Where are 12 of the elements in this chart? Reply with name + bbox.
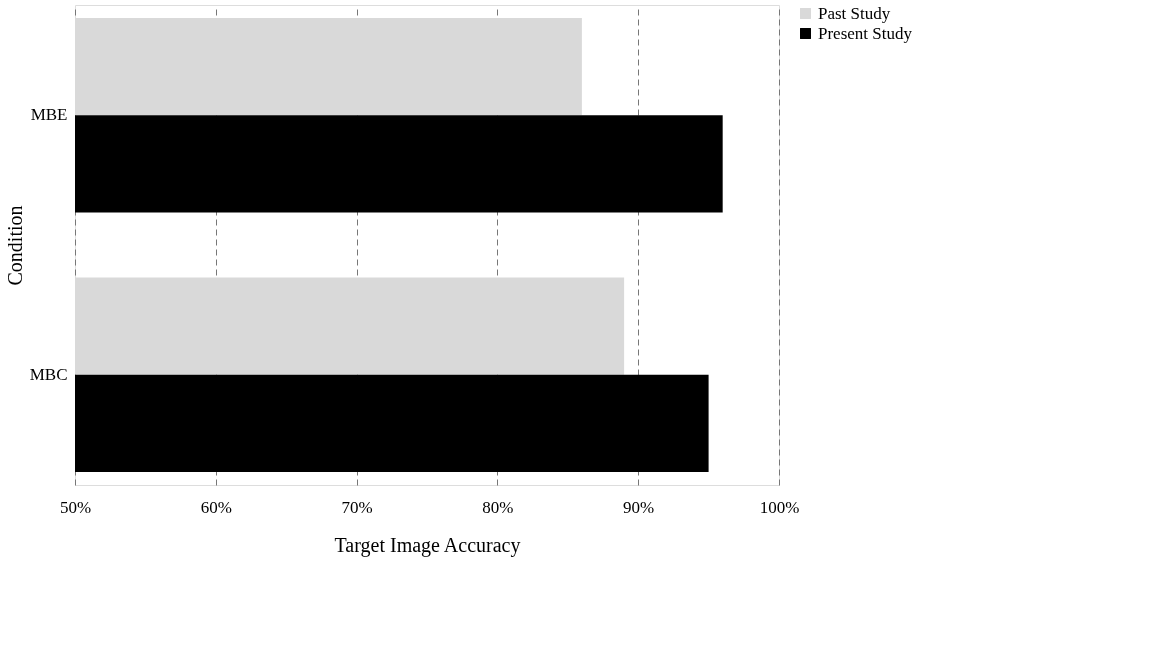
y-tick-label: MBE — [30, 105, 68, 125]
x-tick-label: 70% — [341, 497, 373, 517]
x-tick-label: 80% — [482, 497, 514, 517]
x-tick-label: 60% — [200, 497, 232, 517]
x-tick-label: 100% — [759, 497, 800, 517]
legend-label: Past Study — [818, 3, 891, 23]
y-axis-title: Condition — [3, 205, 26, 286]
legend-label: Present Study — [818, 23, 913, 43]
x-axis-title: Target Image Accuracy — [334, 533, 521, 557]
y-tick-label: MBC — [29, 364, 68, 384]
x-tick-label: 50% — [59, 497, 92, 517]
x-tick-label: 90% — [623, 497, 655, 517]
